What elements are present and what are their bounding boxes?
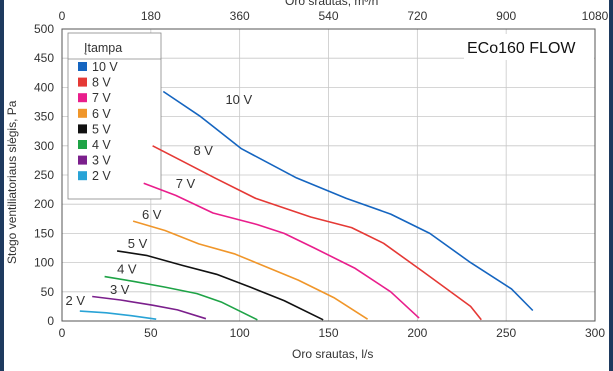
x2-tick-label: 360 xyxy=(230,9,250,23)
x2-tick-label: 0 xyxy=(59,9,66,23)
legend-entry: 3 V xyxy=(92,154,111,168)
curve-label: 8 V xyxy=(193,143,213,158)
legend-title: Įtampa xyxy=(84,41,122,55)
curves xyxy=(79,90,534,321)
legend-entry: 7 V xyxy=(92,91,111,105)
curve-label: 6 V xyxy=(142,207,162,222)
x2-tick-label: 540 xyxy=(318,9,338,23)
series-line-5v xyxy=(116,250,324,321)
x2-tick-label: 900 xyxy=(496,9,516,23)
legend: Įtampa 10 V 8 V7 V 6 V5 V 4 V 3 V2 V xyxy=(67,32,162,200)
legend-swatch xyxy=(78,171,87,181)
y-tick-label: 250 xyxy=(34,168,54,182)
x2-tick-label: 180 xyxy=(141,9,161,23)
y-axis-ticks: 0 50 100 150 200 250 300 350 400 450 500 xyxy=(34,22,54,328)
y-tick-label: 450 xyxy=(34,51,54,65)
x-tick-label: 300 xyxy=(585,326,605,340)
x2-axis-label: Oro srautas, m³/h xyxy=(285,0,378,8)
series-line-2v xyxy=(79,310,157,320)
x-tick-label: 250 xyxy=(496,326,516,340)
legend-swatch xyxy=(78,155,87,165)
curve-label: 5 V xyxy=(128,236,148,251)
x-tick-label: 200 xyxy=(407,326,427,340)
curve-label: 7 V xyxy=(176,176,196,191)
series-line-6v xyxy=(132,220,369,320)
curve-label: 2 V xyxy=(66,293,86,308)
y-tick-label: 50 xyxy=(41,285,55,299)
legend-swatch xyxy=(78,77,87,87)
y-tick-label: 350 xyxy=(34,110,54,124)
x-axis-label: Oro srautas, l/s xyxy=(292,347,373,361)
legend-swatch xyxy=(78,108,87,118)
plot-frame xyxy=(61,28,596,322)
legend-entry: 6 V xyxy=(92,107,111,121)
curve-label: 4 V xyxy=(117,262,137,277)
legend-swatch xyxy=(78,93,87,103)
legend-entry: 4 V xyxy=(92,138,111,152)
series-line-8v xyxy=(152,145,482,321)
x2-tick-label: 1080 xyxy=(582,9,609,23)
series-line-10v xyxy=(162,90,534,312)
y-tick-label: 400 xyxy=(34,80,54,94)
series-line-7v xyxy=(143,182,420,319)
y-tick-label: 200 xyxy=(34,197,54,211)
legend-entry: 8 V xyxy=(92,76,111,90)
chart-title: ECo160 FLOW xyxy=(467,40,576,57)
series-line-4v xyxy=(104,275,258,321)
series-line-3v xyxy=(92,295,207,320)
x-tick-label: 150 xyxy=(318,326,338,340)
x2-axis-ticks: 0 180 360 540 720 900 1080 xyxy=(59,9,609,23)
x-tick-label: 50 xyxy=(144,326,158,340)
x-tick-label: 100 xyxy=(230,326,250,340)
curve-label: 3 V xyxy=(110,282,130,297)
legend-swatch xyxy=(78,140,87,149)
curve-labels: 10 V8 V7 V6 V5 V4 V3 V2 V xyxy=(66,92,253,308)
y-tick-label: 150 xyxy=(34,226,54,240)
legend-entry: 10 V xyxy=(92,60,118,74)
right-edge-strip xyxy=(609,0,613,371)
curve-label: 10 V xyxy=(225,92,252,107)
title-box xyxy=(464,34,594,60)
y-tick-label: 300 xyxy=(34,139,54,153)
x-tick-label: 0 xyxy=(59,326,66,340)
left-edge-strip xyxy=(0,0,4,371)
x-axis-ticks: 0 50 100 150 200 250 300 xyxy=(59,326,606,340)
legend-entry: 5 V xyxy=(92,122,111,136)
y-tick-label: 500 xyxy=(34,22,54,36)
legend-swatch xyxy=(78,124,87,134)
y-tick-label: 0 xyxy=(47,314,54,328)
legend-entry: 2 V xyxy=(92,169,111,183)
x2-tick-label: 720 xyxy=(407,9,427,23)
y-tick-label: 100 xyxy=(34,256,54,270)
legend-swatch xyxy=(78,62,87,71)
y-axis-label: Stogo ventiliatoriaus slėgis, Pa xyxy=(5,100,19,264)
